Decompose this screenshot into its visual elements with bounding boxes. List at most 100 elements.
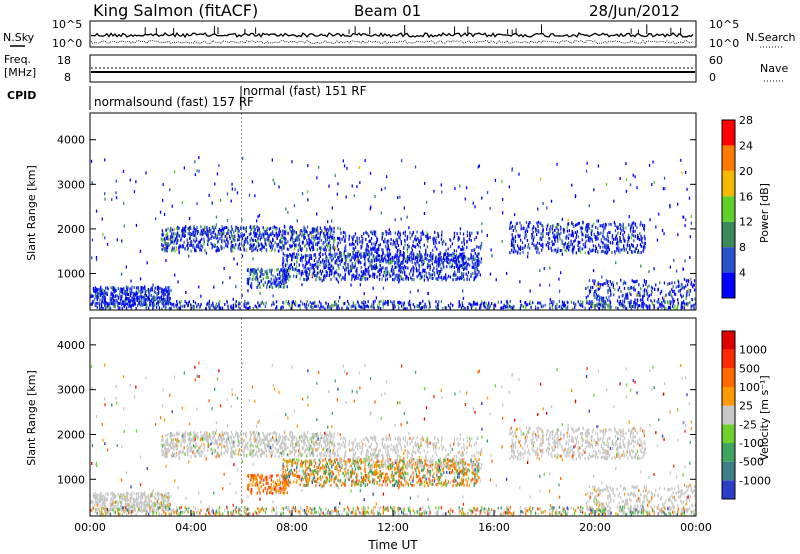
power-cell — [356, 236, 358, 240]
power-cell — [211, 225, 214, 229]
power-cell — [476, 231, 478, 234]
power-cell — [577, 300, 579, 304]
power-cell — [428, 264, 430, 268]
power-cell — [178, 234, 181, 238]
power-cell — [384, 271, 386, 275]
power-cell — [206, 234, 209, 238]
power-cell — [223, 267, 225, 270]
power-cell — [477, 273, 479, 277]
power-cell — [488, 306, 490, 310]
power-cell — [439, 258, 441, 262]
power-cell — [631, 232, 633, 236]
power-cell — [327, 220, 329, 224]
power-cell — [213, 236, 215, 240]
power-cell — [387, 300, 389, 304]
power-cell — [145, 171, 147, 175]
power-cell — [604, 300, 606, 304]
power-cell — [576, 233, 578, 237]
power-cell — [317, 264, 319, 268]
power-cell — [129, 287, 131, 291]
power-cell — [540, 243, 542, 247]
power-cell — [613, 199, 615, 203]
power-cell — [557, 239, 559, 243]
power-cell — [527, 224, 529, 228]
power-cell — [422, 262, 424, 266]
power-cell — [425, 234, 427, 238]
power-cell — [537, 224, 539, 228]
power-cell — [396, 254, 398, 257]
power-cell — [325, 239, 327, 243]
power-cell — [617, 243, 619, 247]
power-cell — [163, 212, 166, 216]
power-cell — [547, 240, 549, 244]
power-cell — [587, 285, 589, 289]
power-cell — [316, 271, 319, 275]
power-cell — [282, 272, 284, 276]
power-cell — [233, 257, 235, 261]
power-cell — [227, 304, 229, 308]
power-cell — [680, 306, 682, 310]
power-cell — [249, 226, 251, 229]
power-cell — [413, 252, 415, 256]
power-cell — [628, 300, 630, 304]
power-cell — [458, 260, 461, 264]
power-cell — [485, 302, 487, 306]
power-cell — [109, 306, 112, 310]
power-cell — [683, 304, 685, 308]
power-cell — [682, 267, 684, 271]
power-cell — [501, 180, 503, 184]
power-cell — [521, 304, 523, 308]
power-cell — [278, 276, 280, 280]
power-cell — [370, 205, 372, 209]
power-cell — [270, 277, 272, 281]
power-cell — [439, 276, 441, 280]
velocity-cell — [99, 498, 101, 502]
power-cell — [137, 286, 140, 289]
power-cell — [194, 173, 196, 177]
power-cell — [541, 248, 543, 252]
power-cell — [188, 226, 191, 230]
power-cell — [329, 249, 331, 253]
power-cell — [103, 301, 105, 305]
power-cell — [177, 225, 179, 229]
power-cell — [553, 242, 555, 246]
power-cell — [212, 303, 214, 307]
power-cell — [184, 299, 186, 303]
power-cell — [592, 244, 595, 248]
power-cell — [384, 256, 386, 260]
power-cell — [364, 304, 366, 308]
power-cell — [631, 243, 633, 247]
power-cell — [557, 232, 559, 235]
power-cell — [474, 272, 476, 276]
power-cell — [424, 302, 426, 306]
power-cell — [570, 300, 573, 304]
power-cell — [126, 285, 128, 289]
power-cell — [388, 228, 390, 232]
power-cell — [277, 277, 279, 281]
power-cell — [556, 222, 559, 226]
power-cell — [266, 232, 268, 236]
power-cell — [545, 243, 547, 247]
power-cell — [266, 275, 268, 279]
power-cell — [311, 245, 313, 249]
power-cell — [175, 226, 178, 230]
power-cell — [270, 231, 272, 235]
power-cell — [299, 258, 302, 262]
power-cell — [306, 230, 308, 234]
power-cell — [459, 231, 461, 235]
power-cell — [258, 281, 261, 285]
power-cell — [234, 246, 236, 250]
power-cell — [637, 251, 639, 254]
power-cell — [400, 239, 402, 243]
power-cell — [327, 305, 329, 309]
power-cell — [609, 301, 612, 305]
power-cell — [325, 248, 327, 252]
power-cell — [588, 236, 590, 240]
power-cell — [194, 232, 196, 236]
power-cell — [373, 276, 375, 280]
power-cell — [415, 256, 418, 259]
power-cell — [557, 249, 559, 253]
power-cell — [468, 263, 471, 267]
power-cell — [632, 221, 634, 225]
power-cell — [318, 271, 320, 275]
